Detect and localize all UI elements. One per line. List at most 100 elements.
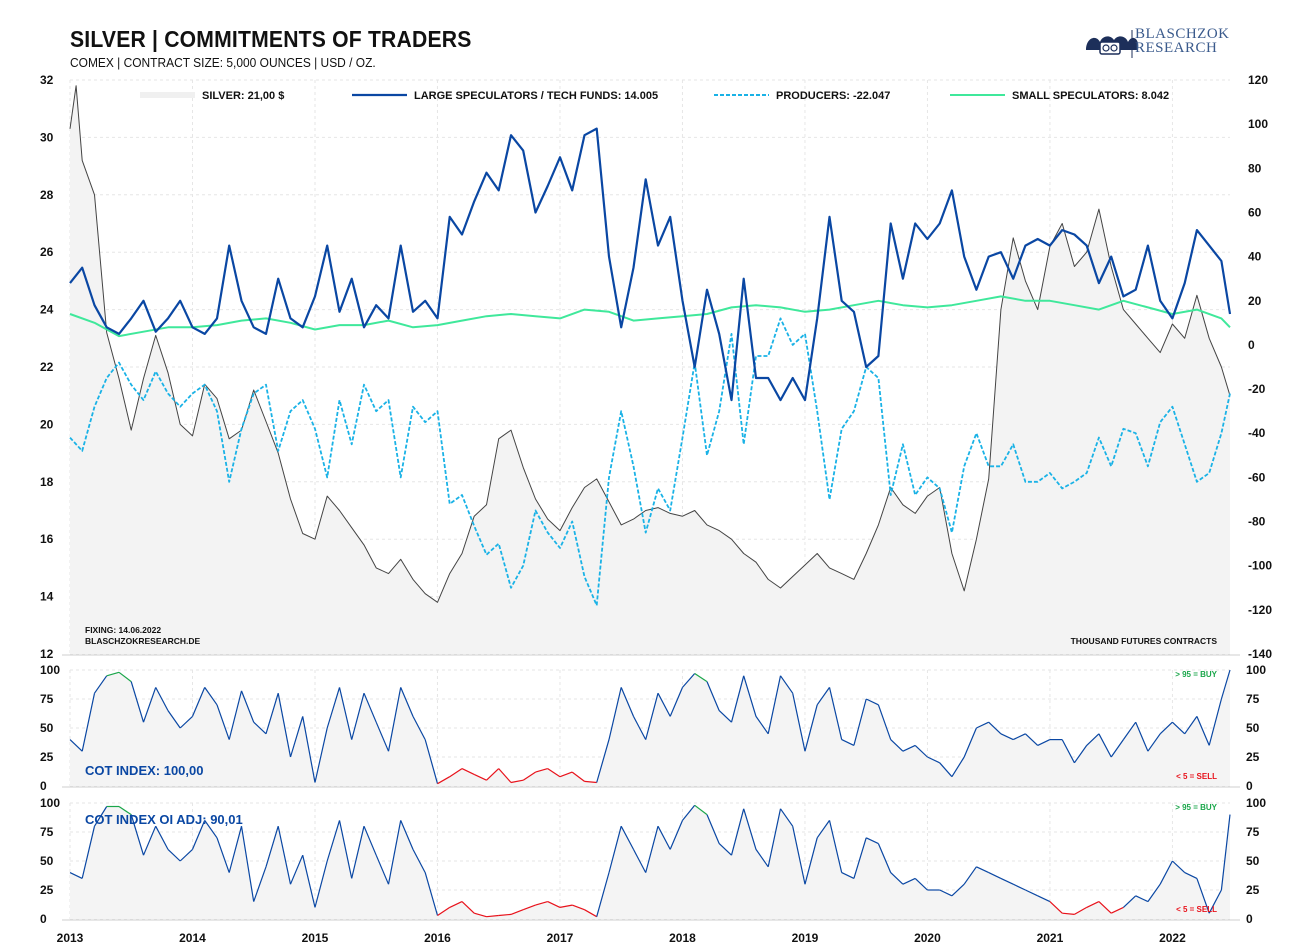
index-line-segment — [1147, 883, 1161, 902]
index-line-segment — [1000, 733, 1014, 741]
page-title: SILVER | COMMITMENTS OF TRADERS — [70, 26, 472, 52]
index-line-segment — [277, 693, 292, 758]
index-line-segment — [804, 704, 818, 752]
index-left-tick-label: 25 — [40, 750, 54, 764]
index-line-segment — [976, 721, 989, 729]
index-line-segment — [130, 814, 145, 856]
index-line-segment — [204, 687, 218, 706]
index-line-segment — [498, 768, 512, 783]
index-line-segment — [535, 768, 548, 773]
index-right-tick-label: 0 — [1246, 912, 1253, 926]
index-line-segment — [1122, 895, 1137, 908]
index-line-segment — [289, 716, 304, 758]
index-line-segment — [412, 849, 426, 873]
left-axis-tick-label: 14 — [40, 590, 54, 604]
index-line-segment — [424, 872, 439, 916]
index-line-segment — [167, 848, 181, 862]
index-line-segment — [1171, 721, 1186, 735]
index-line-segment — [547, 901, 561, 908]
index-line-segment — [424, 739, 439, 784]
index-line-segment — [289, 854, 304, 885]
index-line-segment — [792, 693, 806, 752]
index-line-segment — [902, 877, 916, 885]
index-line-segment — [216, 704, 230, 740]
index-line-segment — [877, 843, 892, 873]
index-line-segment — [363, 825, 377, 856]
x-tick-label: 2018 — [669, 931, 696, 945]
index-line-segment — [179, 848, 193, 862]
index-line-segment — [314, 860, 328, 908]
index-line-segment — [326, 820, 341, 862]
index-right-tick-label: 75 — [1246, 825, 1260, 839]
index-line-segment — [743, 808, 757, 850]
index-line-segment — [1220, 814, 1231, 891]
index-line-segment — [93, 806, 108, 827]
index-line-segment — [1159, 860, 1173, 885]
index-line-segment — [816, 687, 830, 706]
index-line-segment — [375, 854, 390, 885]
index-line-segment — [253, 721, 267, 735]
index-line-segment — [216, 837, 230, 873]
index-line-segment — [1049, 901, 1063, 914]
right-axis-tick-label: 120 — [1248, 73, 1268, 87]
left-axis-tick-label: 28 — [40, 188, 54, 202]
producers-line — [69, 317, 1231, 607]
index-line-segment — [228, 690, 243, 740]
index-line-segment — [69, 739, 83, 752]
x-tick-label: 2013 — [57, 931, 84, 945]
index-line-segment — [1098, 733, 1112, 758]
index-line-segment — [486, 914, 499, 918]
index-line-segment — [559, 771, 573, 778]
right-axis-tick-label: -80 — [1248, 515, 1266, 529]
index-line-segment — [118, 671, 132, 683]
index-line-segment — [240, 826, 255, 902]
page-subtitle: COMEX | CONTRACT SIZE: 5,000 OUNCES | US… — [70, 55, 376, 70]
index-line-segment — [767, 675, 782, 734]
index-line-segment — [706, 814, 720, 844]
index-line-segment — [682, 673, 696, 688]
left-axis-tick-label: 12 — [40, 647, 54, 661]
index-line-segment — [792, 826, 806, 885]
index-line-segment — [277, 826, 292, 885]
index-line-segment — [412, 716, 426, 740]
index-line-segment — [1062, 912, 1075, 915]
index-line-segment — [951, 756, 965, 778]
index-line-segment — [302, 716, 316, 783]
index-line-segment — [375, 721, 390, 752]
index-line-segment — [1037, 895, 1051, 903]
index-line-segment — [804, 837, 818, 885]
index-line-segment — [1024, 733, 1039, 746]
index-right-tick-label: 50 — [1246, 721, 1260, 735]
index-line-segment — [535, 901, 548, 906]
index-line-segment — [1073, 745, 1088, 764]
index-line-segment — [1110, 739, 1124, 758]
index-line-segment — [927, 756, 940, 764]
right-axis-tick-label: -60 — [1248, 470, 1266, 484]
x-tick-label: 2015 — [302, 931, 329, 945]
index-line-segment — [167, 710, 181, 729]
index-line-segment — [81, 693, 96, 752]
logo-wordmark: BLASCHZOK RESEARCH — [1135, 27, 1230, 56]
index-line-segment — [1196, 716, 1210, 746]
sell-threshold-label: < 5 = SELL — [1176, 905, 1217, 914]
index-line-segment — [963, 727, 977, 758]
index-line-segment — [841, 739, 855, 746]
index-line-segment — [657, 825, 671, 850]
index-line-segment — [400, 687, 414, 717]
index-line-segment — [780, 808, 794, 827]
index-line-segment — [240, 690, 255, 723]
index-line-segment — [351, 826, 365, 879]
x-tick-label: 2019 — [792, 931, 819, 945]
index-line-segment — [620, 825, 635, 850]
index-line-segment — [1000, 877, 1014, 885]
buy-threshold-label: > 95 = BUY — [1175, 670, 1217, 679]
right-axis-tick-label: 40 — [1248, 250, 1262, 264]
index-area-fill — [70, 670, 1230, 786]
x-tick-label: 2014 — [179, 931, 206, 945]
index-line-segment — [853, 837, 867, 879]
index-line-segment — [1122, 721, 1137, 740]
index-line-segment — [449, 768, 463, 778]
index-right-tick-label: 100 — [1246, 796, 1266, 810]
index-line-segment — [608, 687, 622, 740]
index-line-segment — [620, 687, 635, 717]
